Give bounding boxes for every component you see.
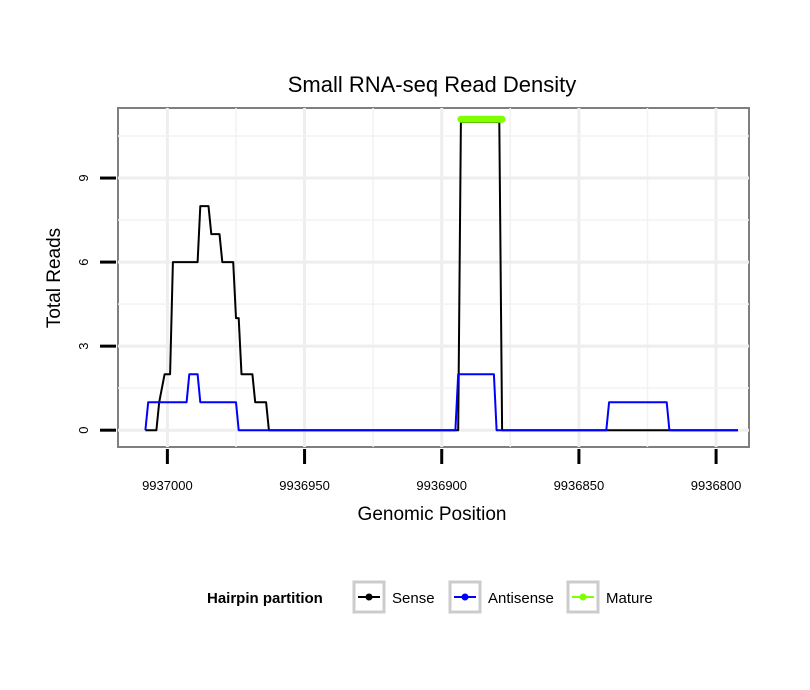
y-tick-label: 9	[76, 174, 91, 181]
legend-title: Hairpin partition	[207, 590, 323, 607]
x-tick-label: 9937000	[142, 478, 193, 493]
y-axis-label: Total Reads	[44, 228, 65, 328]
legend-label-sense: Sense	[392, 590, 435, 607]
series-lines	[144, 115, 738, 432]
y-tick-label: 0	[76, 427, 91, 434]
series-line-antisense	[144, 373, 738, 432]
x-tick-label: 9936950	[279, 478, 330, 493]
legend-label-antisense: Antisense	[488, 590, 554, 607]
legend-point-mature	[579, 593, 587, 601]
series-line-sense	[145, 121, 738, 432]
legend-point-sense	[365, 593, 373, 601]
x-axis: 9937000 9936950 9936900 9936850 9936800	[142, 449, 741, 493]
legend-entry-sense: Sense	[352, 580, 435, 614]
y-tick-label: 6	[76, 258, 91, 265]
x-tick-label: 9936800	[691, 478, 742, 493]
legend: Hairpin partition Sense Antisense Mature	[207, 580, 653, 614]
legend-point-antisense	[461, 593, 469, 601]
y-tick-label: 3	[76, 343, 91, 350]
chart-title: Small RNA-seq Read Density	[288, 72, 577, 97]
plot-panel	[117, 107, 750, 448]
x-tick-label: 9936850	[554, 478, 605, 493]
legend-entry-mature: Mature	[566, 580, 653, 614]
x-axis-label: Genomic Position	[358, 504, 507, 525]
legend-label-mature: Mature	[606, 590, 653, 607]
y-axis: 0 3 6 9	[76, 174, 116, 434]
legend-entry-antisense: Antisense	[448, 580, 554, 614]
x-tick-label: 9936900	[416, 478, 467, 493]
